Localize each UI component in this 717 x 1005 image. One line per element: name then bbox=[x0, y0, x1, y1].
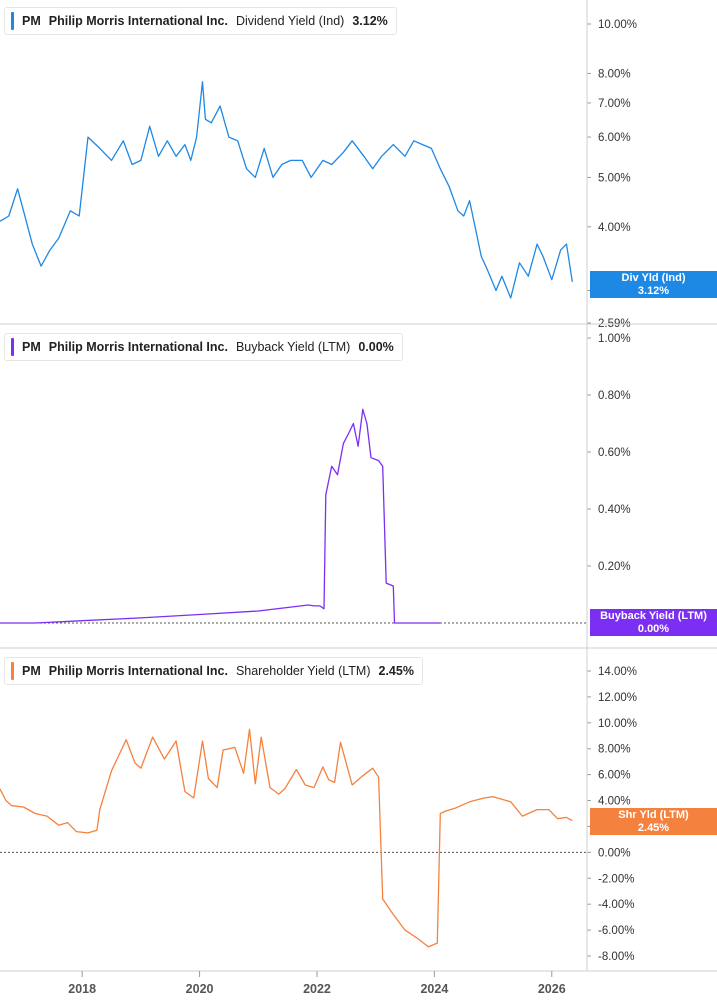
x-tick-label: 2026 bbox=[538, 982, 566, 996]
legend-value: 0.00% bbox=[358, 340, 394, 354]
badge-value: 3.12% bbox=[637, 285, 670, 297]
y-tick-label: 6.00% bbox=[598, 770, 631, 782]
y-tick-label: -2.00% bbox=[598, 873, 634, 885]
legend-value: 2.45% bbox=[378, 664, 414, 678]
series-line-buyback bbox=[0, 408, 441, 624]
legend-ticker: PM bbox=[22, 340, 41, 354]
badge-label: Div Yld (Ind) bbox=[621, 272, 686, 284]
legend-value: 3.12% bbox=[352, 14, 388, 28]
legend-metric: Buyback Yield (LTM) bbox=[235, 340, 351, 354]
badge-value: 0.00% bbox=[637, 623, 670, 635]
y-tick-label: 8.00% bbox=[598, 68, 631, 80]
series-color-swatch bbox=[11, 662, 14, 680]
series-color-swatch bbox=[11, 338, 14, 356]
x-tick-label: 2022 bbox=[303, 982, 331, 996]
panel-shareholder: 14.00%12.00%10.00%8.00%6.00%4.00%2.00%0.… bbox=[0, 666, 637, 963]
legend-company: Philip Morris International Inc. bbox=[48, 664, 228, 678]
y-tick-label: 12.00% bbox=[598, 692, 637, 704]
y-tick-label: 6.00% bbox=[598, 132, 631, 144]
series-line-shareholder bbox=[0, 728, 573, 948]
y-tick-label: 10.00% bbox=[598, 718, 637, 730]
legend-shareholder-yield: PM Philip Morris International Inc. Shar… bbox=[4, 657, 423, 685]
y-tick-label: 1.00% bbox=[598, 333, 631, 345]
y-tick-label: 4.00% bbox=[598, 796, 631, 808]
y-tick-label: 0.80% bbox=[598, 390, 631, 402]
y-tick-label: 0.40% bbox=[598, 504, 631, 516]
y-tick-label: -4.00% bbox=[598, 899, 634, 911]
series-line-dividend bbox=[0, 81, 573, 299]
panel-dividend: 10.00%8.00%7.00%6.00%5.00%4.00%3.00%2.59… bbox=[0, 19, 637, 330]
y-tick-label: 14.00% bbox=[598, 666, 637, 678]
y-tick-label: 5.00% bbox=[598, 172, 631, 184]
legend-metric: Dividend Yield (Ind) bbox=[235, 14, 345, 28]
y-tick-label: 0.20% bbox=[598, 561, 631, 573]
y-tick-label: 10.00% bbox=[598, 19, 637, 31]
badge-buyback-yield: Buyback Yield (LTM) 0.00% bbox=[590, 609, 717, 636]
legend-ticker: PM bbox=[22, 664, 41, 678]
y-tick-label: 8.00% bbox=[598, 744, 631, 756]
y-tick-label: 0.60% bbox=[598, 447, 631, 459]
panel-buyback: 1.00% 0.80% 0.60% 0.40% 0.20% bbox=[0, 333, 631, 624]
y-tick-label: 7.00% bbox=[598, 98, 631, 110]
x-tick-label: 2018 bbox=[68, 982, 96, 996]
legend-dividend-yield: PM Philip Morris International Inc. Divi… bbox=[4, 7, 397, 35]
legend-metric: Shareholder Yield (LTM) bbox=[235, 664, 371, 678]
badge-dividend-yield: Div Yld (Ind) 3.12% bbox=[590, 271, 717, 298]
badge-value: 2.45% bbox=[637, 822, 670, 834]
y-tick-label: -8.00% bbox=[598, 951, 634, 963]
legend-buyback-yield: PM Philip Morris International Inc. Buyb… bbox=[4, 333, 403, 361]
badge-shareholder-yield: Shr Yld (LTM) 2.45% bbox=[590, 808, 717, 835]
x-tick-label: 2024 bbox=[420, 982, 448, 996]
y-tick-label: -6.00% bbox=[598, 925, 634, 937]
y-tick-label: 0.00% bbox=[598, 847, 631, 859]
series-color-swatch bbox=[11, 12, 14, 30]
legend-company: Philip Morris International Inc. bbox=[48, 340, 228, 354]
badge-label: Shr Yld (LTM) bbox=[618, 809, 689, 821]
legend-ticker: PM bbox=[22, 14, 41, 28]
y-tick-label: 4.00% bbox=[598, 222, 631, 234]
x-tick-label: 2020 bbox=[186, 982, 214, 996]
legend-company: Philip Morris International Inc. bbox=[48, 14, 228, 28]
badge-label: Buyback Yield (LTM) bbox=[600, 610, 707, 622]
